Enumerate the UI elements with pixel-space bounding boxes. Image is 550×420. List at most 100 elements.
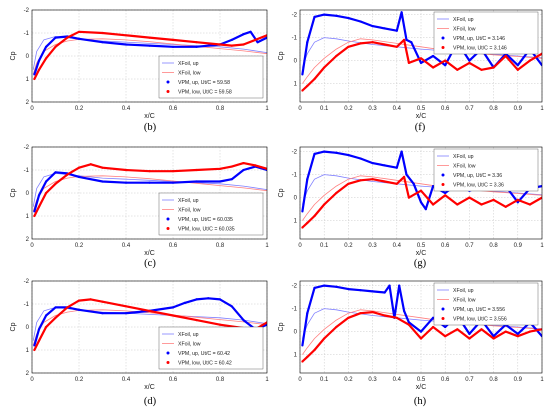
x-tick-label: 0.8 — [489, 243, 498, 249]
data-point — [432, 54, 435, 58]
legend-entry-label: VPM, low, Ut/C = 59.58 — [178, 90, 232, 96]
data-point — [306, 221, 309, 224]
data-point — [347, 316, 350, 319]
y-tick-label: -1 — [24, 31, 30, 37]
data-point — [249, 30, 252, 33]
x-tick-label: 0.3 — [368, 106, 377, 112]
series-line-3 — [301, 311, 542, 363]
y-tick-label: 1 — [294, 82, 298, 88]
data-point — [407, 61, 410, 64]
data-point — [456, 203, 459, 206]
data-point — [230, 305, 233, 308]
data-point — [89, 298, 92, 301]
data-point — [148, 44, 151, 47]
data-point — [395, 45, 398, 48]
data-point — [254, 38, 257, 42]
data-point — [347, 45, 350, 48]
data-point — [405, 173, 408, 176]
data-point — [335, 151, 338, 154]
data-point — [359, 157, 362, 160]
data-point — [313, 286, 316, 289]
y-tick-label: 0 — [26, 191, 30, 197]
x-tick-label: 0 — [30, 377, 34, 383]
data-point — [402, 38, 406, 42]
data-point — [383, 27, 386, 30]
plot-frame — [299, 146, 543, 240]
y-tick-label: 1 — [26, 348, 30, 354]
data-point — [383, 314, 386, 317]
data-point — [335, 285, 338, 288]
data-point — [33, 348, 36, 352]
data-point — [371, 178, 374, 181]
data-point — [301, 73, 304, 76]
data-point — [242, 43, 245, 46]
data-point — [335, 191, 338, 195]
data-point — [402, 309, 406, 312]
data-point — [148, 181, 151, 184]
legend-entry-label: XFoil, low — [178, 71, 201, 77]
legend-marker — [166, 227, 170, 230]
data-point — [323, 13, 326, 16]
legend-marker — [441, 307, 445, 311]
data-point — [407, 196, 410, 199]
x-tick-label: 0.2 — [75, 106, 84, 112]
legend-entry-label: VPM, up, Ut/C = 60.42 — [178, 351, 230, 357]
x-tick-label: 0 — [298, 377, 302, 383]
legend-entry-label: XFoil, up — [453, 154, 474, 160]
legend-entry-label: XFoil, low — [453, 298, 476, 304]
y-tick-label: 0 — [26, 325, 30, 331]
data-point — [323, 203, 326, 206]
legend-entry-label: XFoil, up — [178, 332, 199, 338]
x-axis-label: x/C — [144, 113, 155, 120]
x-tick-label: 0 — [30, 106, 34, 112]
x-tick-label: 0 — [298, 106, 302, 112]
data-point — [254, 164, 257, 167]
chart-panel-g: 0 0.1 0.2 0.3 0.4 0.5 0.6 0.7 0.8 0.9 1 -2 -1 0 1 x/C Cp… — [278, 146, 544, 269]
data-point — [54, 306, 57, 309]
data-point — [383, 180, 386, 183]
data-point — [492, 337, 495, 340]
data-point — [256, 41, 259, 44]
x-tick-label: 0.1 — [320, 106, 329, 112]
data-point — [54, 45, 57, 48]
legend-marker — [441, 46, 445, 49]
legend-entry-label: VPM, low, Ut/C = 3.556 — [453, 317, 507, 323]
data-point — [101, 31, 104, 35]
data-point — [77, 175, 81, 178]
data-point — [124, 43, 128, 46]
legend-entry-label: VPM, up, Ut/C = 3.146 — [453, 36, 505, 42]
data-point — [504, 330, 507, 333]
plot-frame — [299, 280, 543, 374]
data-point — [195, 45, 198, 48]
data-point — [347, 153, 350, 157]
legend-marker — [166, 80, 170, 84]
x-tick-label: 0.4 — [122, 377, 131, 383]
x-tick-label: 0.6 — [169, 243, 178, 249]
data-point — [395, 182, 398, 185]
legend-marker — [441, 317, 445, 320]
data-point — [492, 198, 495, 201]
data-point — [195, 180, 198, 183]
panel-label: (g) — [414, 258, 427, 269]
y-tick-label: 1 — [26, 214, 30, 220]
data-point — [323, 284, 326, 287]
data-point — [195, 319, 198, 322]
legend-entry-label: VPM, low, Ut/C = 60.035 — [178, 227, 235, 233]
panel-label: (h) — [414, 396, 427, 407]
plot-frame — [31, 280, 268, 374]
series-line-0 — [32, 172, 267, 207]
data-point — [54, 316, 57, 319]
y-tick-label: -1 — [24, 302, 30, 308]
x-tick-label: 1 — [265, 243, 269, 249]
data-point — [313, 214, 316, 218]
data-point — [77, 37, 81, 40]
data-point — [242, 168, 245, 172]
panel-label: (b) — [144, 122, 157, 133]
x-tick-label: 0.2 — [344, 377, 353, 383]
data-point — [171, 170, 175, 173]
x-tick-label: 0.3 — [368, 377, 377, 383]
legend-entry-label: VPM, up, Ut/C = 3.36 — [453, 173, 502, 179]
data-point — [195, 41, 198, 44]
data-point — [371, 25, 374, 28]
data-point — [301, 89, 304, 92]
